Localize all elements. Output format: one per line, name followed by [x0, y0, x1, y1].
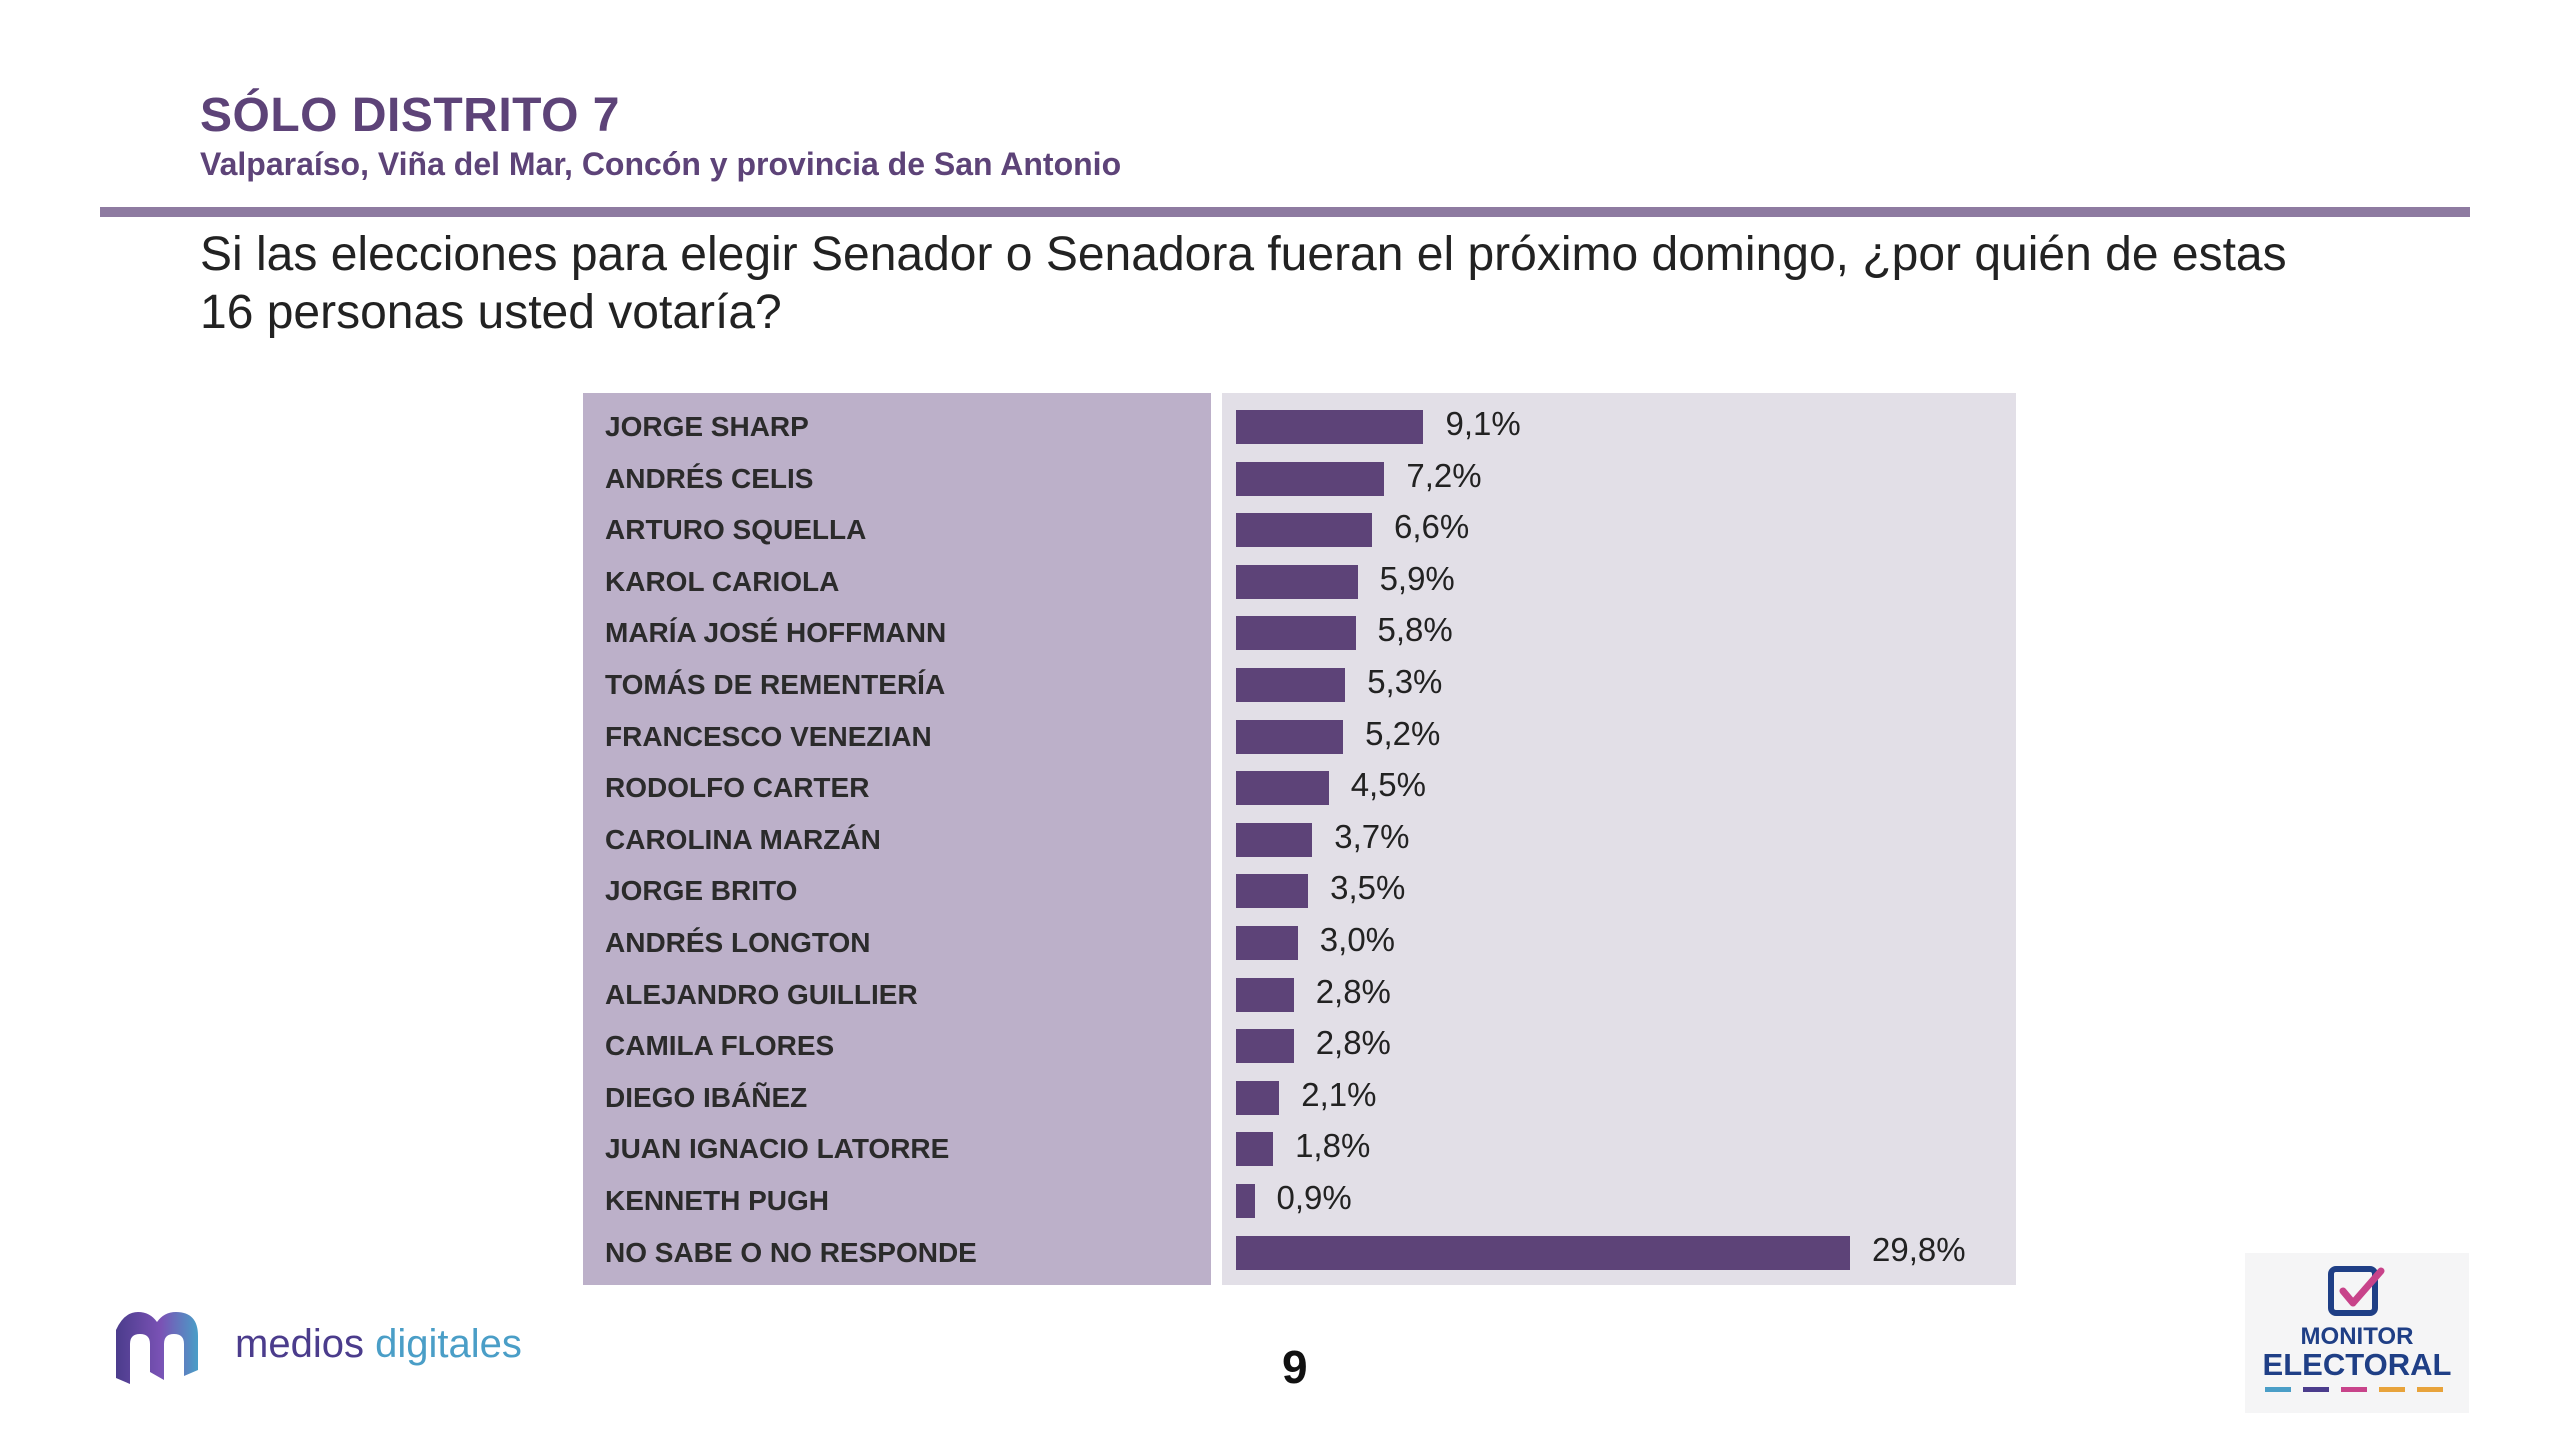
bar: [1236, 564, 1358, 599]
category-label: ANDRÉS CELIS: [605, 462, 814, 494]
bar: [1236, 616, 1356, 651]
data-label: 2,1%: [1301, 1075, 1377, 1113]
data-label: 3,0%: [1319, 921, 1396, 958]
bar: [1236, 822, 1313, 857]
data-label: 29,8%: [1872, 1231, 1966, 1268]
data-label: 5,9%: [1379, 559, 1455, 597]
monitor-line-1: MONITOR: [2300, 1323, 2414, 1350]
header-divider: [100, 207, 2470, 217]
category-label: NO SABE O NO RESPONDE: [605, 1237, 977, 1268]
data-label: 5,8%: [1377, 611, 1453, 649]
page-subtitle: Valparaíso, Viña del Mar, Concón y provi…: [200, 146, 1122, 182]
bar: [1236, 977, 1294, 1012]
category-label: FRANCESCO VENEZIAN: [605, 720, 932, 752]
category-label: ALEJANDRO GUILLIER: [605, 978, 918, 1010]
survey-question: Si las elecciones para elegir Senador o …: [200, 228, 2287, 339]
category-label: JORGE SHARP: [605, 411, 809, 442]
chart-label-panel: [583, 393, 1211, 1285]
bar: [1236, 1184, 1255, 1218]
data-label: 2,8%: [1315, 972, 1391, 1010]
bar: [1236, 1029, 1294, 1064]
bar: [1236, 513, 1372, 548]
ballot-check-icon: [2328, 1266, 2385, 1316]
data-label: 9,1%: [1445, 405, 1521, 442]
medios-digitales-logo-icon: [116, 1312, 198, 1384]
bar: [1236, 719, 1344, 754]
data-label: 7,2%: [1406, 456, 1482, 494]
data-label: 6,6%: [1393, 508, 1470, 546]
category-label: KENNETH PUGH: [605, 1185, 830, 1216]
monitor-line-2: ELECTORAL: [2262, 1347, 2452, 1382]
data-label: 5,2%: [1365, 714, 1441, 752]
category-label: JORGE BRITO: [605, 875, 798, 907]
category-label: ANDRÉS LONGTON: [605, 927, 871, 958]
data-label: 4,5%: [1350, 766, 1426, 804]
bar: [1236, 874, 1309, 909]
bar: [1236, 410, 1424, 444]
category-label: CAMILA FLORES: [605, 1030, 835, 1062]
monitor-electoral-logo: MONITOR ELECTORAL: [2245, 1253, 2469, 1413]
bar: [1236, 1132, 1274, 1167]
category-label: KAROL CARIOLA: [605, 565, 840, 597]
page-number: 9: [1282, 1341, 1308, 1393]
data-label: 5,3%: [1367, 663, 1443, 700]
color-dashes-decoration: [2265, 1387, 2443, 1392]
data-label: 3,7%: [1334, 817, 1410, 855]
bar: [1236, 926, 1298, 960]
category-label: ARTURO SQUELLA: [605, 514, 867, 546]
medios-digitales-brand: medios digitales: [110, 1300, 570, 1390]
category-label: CAROLINA MARZÁN: [605, 823, 881, 855]
bar: [1236, 1080, 1280, 1115]
data-label: 3,5%: [1330, 869, 1406, 907]
brand-name: medios digitales: [235, 1322, 522, 1367]
data-label: 2,8%: [1315, 1024, 1391, 1062]
category-label: TOMÁS DE REMENTERÍA: [605, 669, 946, 700]
bar: [1236, 668, 1346, 702]
category-label: JUAN IGNACIO LATORRE: [605, 1133, 950, 1165]
page-title: SÓLO DISTRITO 7: [200, 89, 620, 142]
category-label: MARÍA JOSÉ HOFFMANN: [605, 617, 947, 649]
category-label: RODOLFO CARTER: [605, 772, 870, 804]
data-label: 0,9%: [1276, 1179, 1352, 1216]
data-label: 1,8%: [1295, 1127, 1371, 1165]
bar: [1236, 771, 1329, 806]
brand-word-medios: medios: [235, 1322, 364, 1366]
category-label: DIEGO IBÁÑEZ: [605, 1081, 808, 1113]
brand-word-digitales: digitales: [375, 1322, 522, 1366]
bar: [1236, 1236, 1850, 1270]
bar: [1236, 461, 1385, 496]
